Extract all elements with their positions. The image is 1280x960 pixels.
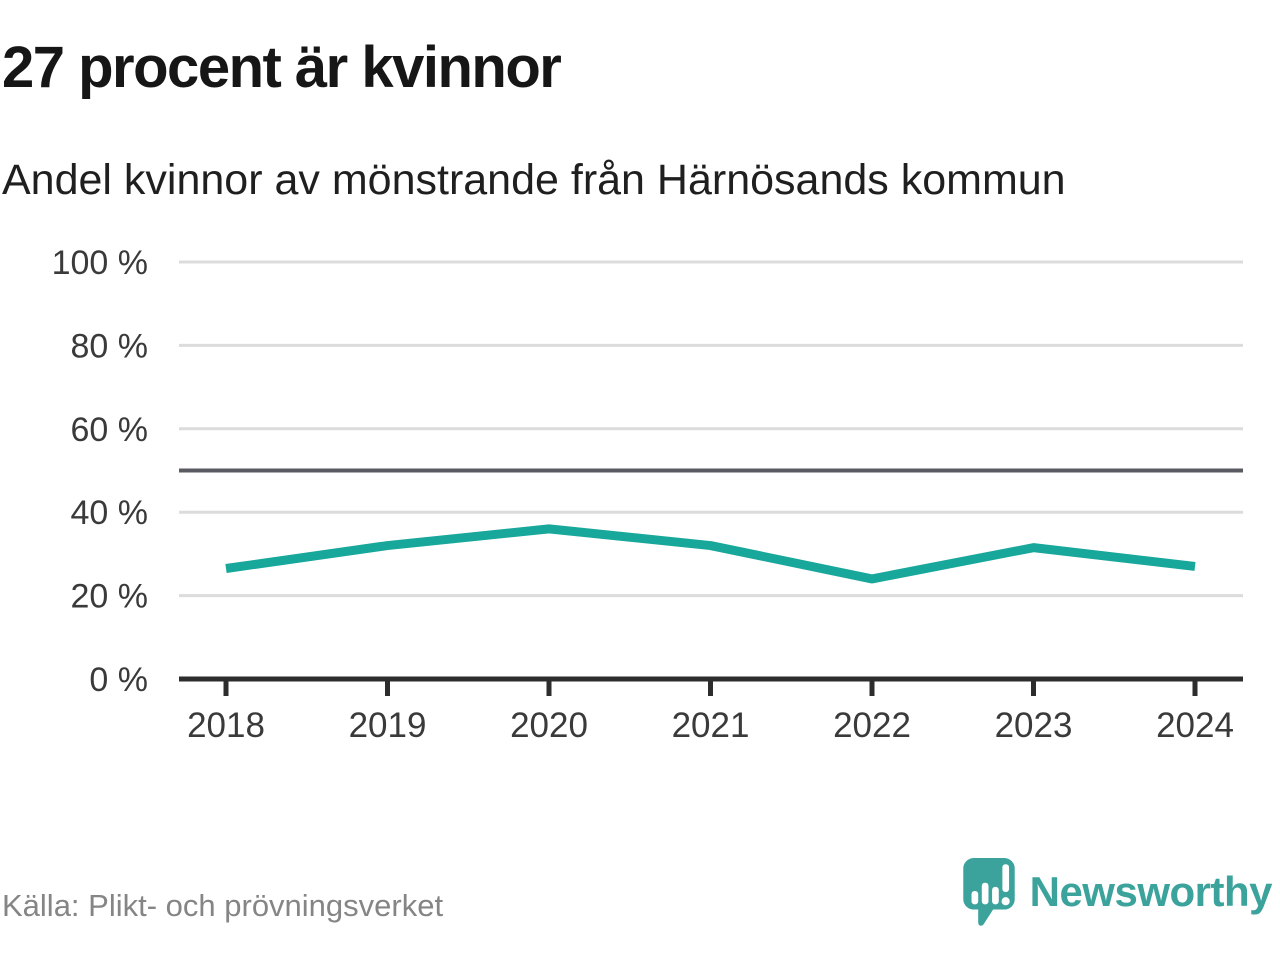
chart-title: 27 procent är kvinnor <box>2 35 562 100</box>
y-tick-label: 0 % <box>89 661 148 699</box>
y-tick-label: 20 % <box>71 578 149 616</box>
x-tick-label: 2021 <box>672 706 750 745</box>
x-tick-label: 2024 <box>1156 706 1234 745</box>
x-tick-label: 2022 <box>833 706 911 745</box>
source-note: Källa: Plikt- och prövningsverket <box>2 888 444 923</box>
data-line <box>225 524 1196 584</box>
chart-subtitle: Andel kvinnor av mönstrande från Härnösa… <box>2 156 1066 204</box>
newsworthy-logo-text: Newsworthy <box>1029 868 1273 915</box>
newsworthy-logo-icon <box>962 858 1015 926</box>
newsworthy-logo: Newsworthy <box>961 856 1273 928</box>
x-tick-label: 2023 <box>995 706 1073 745</box>
x-tick-label: 2019 <box>349 706 427 745</box>
x-tick-label: 2018 <box>187 706 265 745</box>
y-tick-label: 60 % <box>71 411 149 449</box>
y-tick-label: 80 % <box>71 327 149 365</box>
y-tick-label: 100 % <box>52 244 148 282</box>
x-tick-label: 2020 <box>510 706 588 745</box>
y-tick-label: 40 % <box>71 494 149 532</box>
